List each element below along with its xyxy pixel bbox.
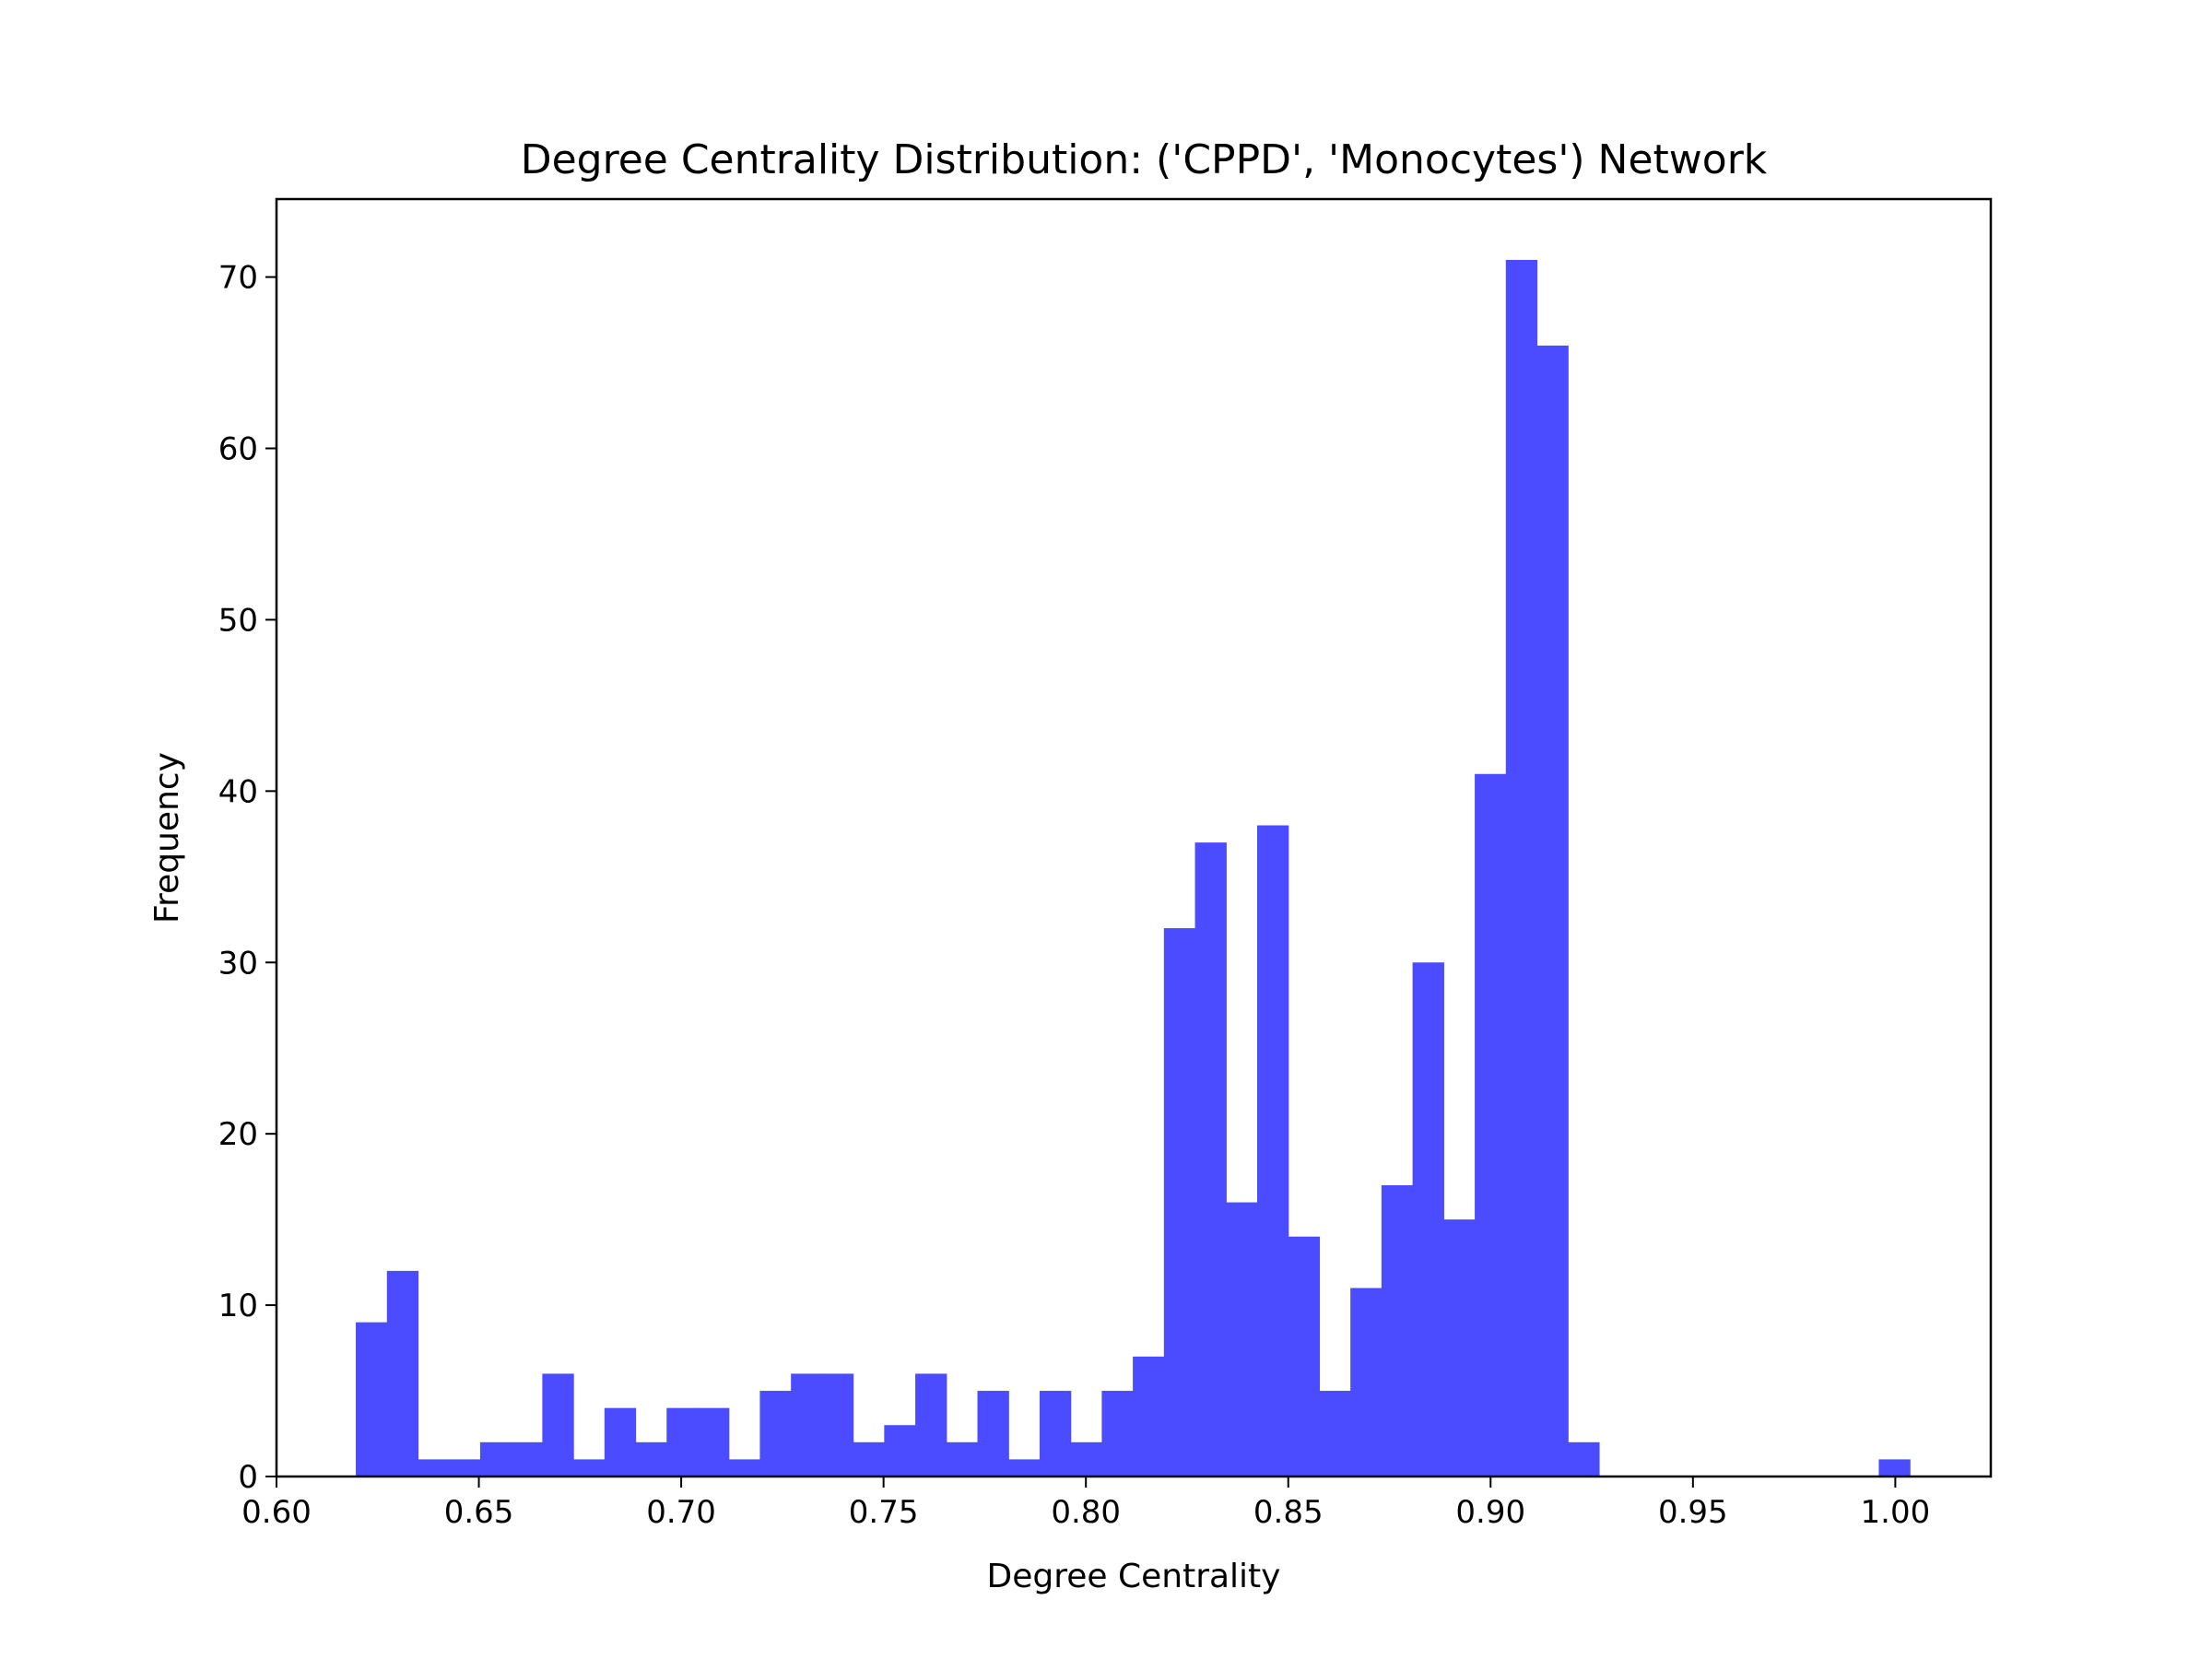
histogram-bar: [542, 1373, 574, 1477]
histogram-bar: [666, 1407, 699, 1477]
histogram-bar: [1443, 1219, 1476, 1477]
histogram-bar: [853, 1441, 885, 1477]
chart-title: Degree Centrality Distribution: ('CPPD',…: [521, 136, 1768, 183]
histogram-bar: [915, 1373, 947, 1477]
y-tick-label: 30: [218, 945, 258, 982]
x-tick-label: 0.95: [1658, 1494, 1728, 1531]
y-tick-label: 40: [218, 773, 258, 810]
x-tick-label: 0.65: [444, 1494, 514, 1531]
histogram-bar: [1257, 825, 1289, 1477]
x-tick-label: 0.70: [646, 1494, 716, 1531]
histogram-bar: [449, 1459, 481, 1477]
histogram-bar: [1475, 773, 1507, 1477]
histogram-bar: [479, 1441, 512, 1477]
histogram-bar: [1039, 1391, 1072, 1477]
histogram-bar: [573, 1459, 606, 1477]
histogram-bar: [946, 1441, 979, 1477]
histogram-bar: [1878, 1459, 1911, 1477]
histogram-bar: [1008, 1459, 1041, 1477]
histogram-bar: [821, 1373, 854, 1477]
x-tick-label: 0.90: [1455, 1494, 1525, 1531]
x-axis-ticks: 0.60 0.65 0.70 0.75 0.80 0.85 0.90 0.95 1.00: [241, 1477, 1930, 1531]
histogram-bar: [1226, 1202, 1258, 1477]
histogram-bar: [698, 1407, 730, 1477]
histogram-bar: [1133, 1356, 1165, 1477]
histogram-bar: [1350, 1288, 1382, 1477]
histogram-bar: [1381, 1184, 1414, 1477]
histogram-bar: [1070, 1441, 1102, 1477]
histogram-bar: [791, 1373, 823, 1477]
y-tick-label: 70: [218, 260, 258, 297]
x-tick-label: 0.60: [241, 1494, 312, 1531]
histogram-bar: [1163, 928, 1196, 1477]
histogram-bar: [1568, 1441, 1600, 1477]
y-axis-ticks: 0 10 20 30 40 50 60 70: [218, 260, 276, 1496]
x-tick-label: 1.00: [1861, 1494, 1931, 1531]
x-tick-label: 0.75: [849, 1494, 919, 1531]
plot-frame: [275, 197, 1993, 1478]
histogram-bar: [759, 1391, 792, 1477]
y-tick-label: 50: [218, 602, 258, 639]
histogram-bar: [1412, 962, 1444, 1477]
histogram-bar: [884, 1425, 916, 1477]
histogram-bar: [728, 1459, 761, 1477]
histogram-bar: [1101, 1391, 1134, 1477]
histogram-bar: [1319, 1391, 1351, 1477]
histogram-bar: [356, 1322, 388, 1477]
histogram-bar: [1288, 1236, 1321, 1477]
histogram-bar: [386, 1270, 419, 1477]
x-tick-label: 0.85: [1253, 1494, 1324, 1531]
histogram-bar: [418, 1459, 450, 1477]
histogram-bar: [635, 1441, 667, 1477]
histogram-bars: [356, 260, 1911, 1477]
y-tick-label: 20: [218, 1116, 258, 1153]
y-tick-label: 60: [218, 431, 258, 468]
y-axis-label: Frequency: [148, 752, 186, 924]
histogram-bar: [1536, 345, 1569, 1477]
histogram-bar: [977, 1391, 1009, 1477]
y-tick-label: 0: [238, 1459, 258, 1496]
x-tick-label: 0.80: [1051, 1494, 1121, 1531]
histogram-bar: [1505, 260, 1538, 1477]
histogram-bar: [1194, 842, 1227, 1477]
histogram-bar: [604, 1407, 637, 1477]
x-axis-label: Degree Centrality: [987, 1558, 1281, 1595]
histogram-bar: [511, 1441, 543, 1477]
y-tick-label: 10: [218, 1288, 258, 1324]
